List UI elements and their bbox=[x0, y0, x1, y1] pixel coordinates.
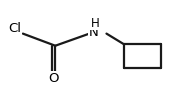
Text: H: H bbox=[91, 17, 100, 30]
Text: Cl: Cl bbox=[8, 22, 21, 35]
Text: N: N bbox=[89, 26, 99, 39]
Text: O: O bbox=[48, 72, 59, 85]
